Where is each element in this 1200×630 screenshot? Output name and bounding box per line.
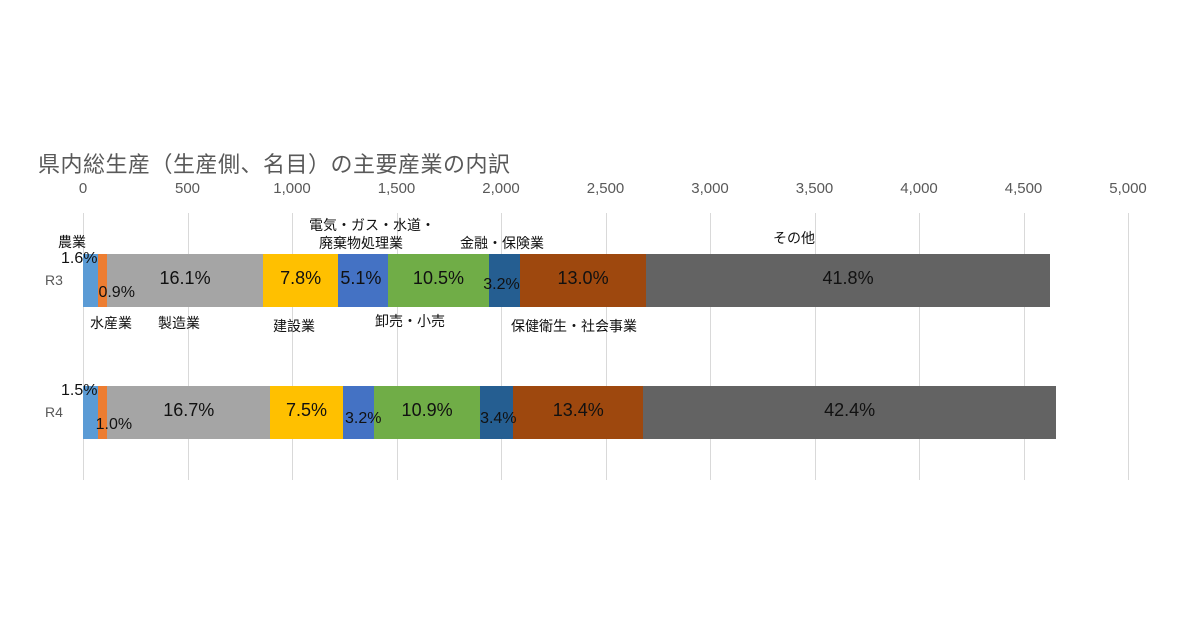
data-label: 1.5% bbox=[61, 382, 98, 399]
data-label: 3.4% bbox=[480, 410, 517, 427]
x-tick-label: 4,000 bbox=[900, 180, 938, 197]
bar-segment-other: 41.8% bbox=[645, 254, 1051, 307]
annotation-finance-insurance: 金融・保険業 bbox=[460, 236, 544, 252]
bar-segment-mfg: 16.7% bbox=[107, 386, 271, 439]
gridline bbox=[292, 213, 293, 480]
annotation-fishery: 水産業 bbox=[90, 316, 132, 332]
bar-segment-trade: 10.9% bbox=[374, 386, 481, 439]
data-label: 10.5% bbox=[412, 268, 464, 288]
bar-segment-finance: 3.2% bbox=[483, 254, 521, 307]
bar-r4: 1.5% 1.0% 16.7% 7.5% 3.2% 10.9% 3.4% 13.4% 42.4% bbox=[61, 382, 1056, 439]
annotation-utilities-line1: 電気・ガス・水道・ bbox=[309, 218, 435, 234]
x-tick-label: 2,500 bbox=[586, 180, 625, 197]
x-tick-label: 3,500 bbox=[795, 180, 834, 197]
data-label: 3.2% bbox=[344, 410, 382, 427]
data-label: 10.9% bbox=[401, 400, 453, 420]
data-label: 1.6% bbox=[61, 250, 98, 267]
bar-segment-finance: 3.4% bbox=[480, 386, 517, 439]
x-tick-label: 1,500 bbox=[377, 180, 416, 197]
annotation-health-social: 保健衛生・社会事業 bbox=[511, 319, 637, 335]
x-tick-label: 4,500 bbox=[1004, 180, 1043, 197]
bar-segment-agri: 1.6% bbox=[61, 250, 99, 307]
data-label: 16.7% bbox=[163, 400, 215, 420]
x-tick-label: 5,000 bbox=[1109, 180, 1147, 197]
bar-segment-constr: 7.5% bbox=[270, 386, 343, 439]
gridline bbox=[1024, 213, 1025, 480]
bar-segment-agri: 1.5% bbox=[61, 382, 98, 439]
annotation-other: その他 bbox=[773, 231, 815, 247]
gridline bbox=[919, 213, 920, 480]
bar-segment-fish: 1.0% bbox=[96, 386, 132, 439]
data-label: 3.2% bbox=[483, 276, 520, 293]
chart-title: 県内総生産（生産側、名目）の主要産業の内訳 bbox=[38, 153, 511, 178]
data-label: 16.1% bbox=[159, 268, 211, 288]
data-label: 42.4% bbox=[824, 400, 876, 420]
gridline bbox=[83, 213, 84, 480]
data-label: 41.8% bbox=[822, 268, 874, 288]
x-tick-label: 2,000 bbox=[482, 180, 520, 197]
gridline bbox=[606, 213, 607, 480]
data-label: 1.0% bbox=[95, 416, 133, 433]
gridline bbox=[501, 213, 502, 480]
bar-segment-constr: 7.8% bbox=[262, 254, 339, 307]
data-label: 7.5% bbox=[285, 400, 328, 420]
data-label: 0.9% bbox=[98, 284, 135, 301]
bar-segment-other: 42.4% bbox=[643, 386, 1056, 439]
bar-r3: 1.6% 0.9% 16.1% 7.8% 5.1% 10.5% 3.2% 13.0% 41.8% bbox=[61, 250, 1051, 307]
category-label-r3: R3 bbox=[45, 272, 63, 288]
x-tick-label: 0 bbox=[78, 180, 88, 197]
data-label: 7.8% bbox=[280, 268, 322, 288]
bar-segment-fish: 0.9% bbox=[98, 254, 135, 307]
annotation-agriculture: 農業 bbox=[58, 235, 86, 251]
gridline bbox=[710, 213, 711, 480]
bar-segment-health: 13.4% bbox=[513, 386, 644, 439]
bar-segment-mfg: 16.1% bbox=[107, 254, 263, 307]
bar-segment-trade: 10.5% bbox=[387, 254, 490, 307]
category-label-r4: R4 bbox=[45, 404, 63, 420]
x-tick-label: 1,000 bbox=[273, 180, 311, 197]
x-tick-label: 500 bbox=[174, 180, 201, 197]
bar-segment-health: 13.0% bbox=[520, 254, 646, 307]
bar-segment-util: 3.2% bbox=[342, 386, 381, 439]
bar-segment-util: 5.1% bbox=[338, 254, 388, 307]
gridline bbox=[1128, 213, 1129, 480]
gridline bbox=[815, 213, 816, 480]
gridline bbox=[397, 213, 398, 480]
x-tick-label: 3,000 bbox=[691, 180, 729, 197]
data-label: 13.4% bbox=[552, 400, 604, 420]
gridline bbox=[188, 213, 189, 480]
annotation-wholesale-retail: 卸売・小売 bbox=[375, 314, 445, 330]
annotation-construction: 建設業 bbox=[273, 319, 315, 335]
annotation-manufacturing: 製造業 bbox=[158, 316, 200, 332]
data-label: 13.0% bbox=[557, 268, 609, 288]
data-label: 5.1% bbox=[340, 268, 382, 288]
annotation-utilities-line2: 廃棄物処理業 bbox=[319, 236, 403, 252]
